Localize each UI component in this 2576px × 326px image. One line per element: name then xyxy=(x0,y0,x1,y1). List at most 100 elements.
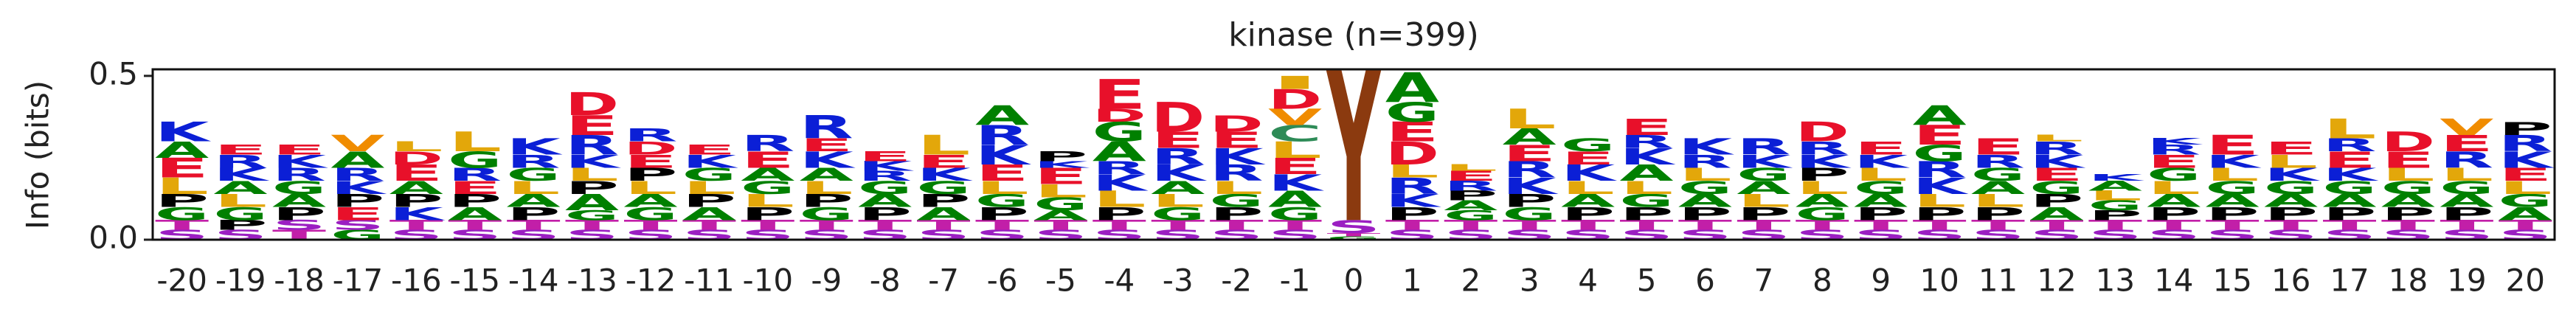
logo-letter: G xyxy=(1561,134,1615,156)
logo-letter: R xyxy=(1971,150,2025,172)
logo-letter: L xyxy=(1444,163,1498,173)
logo-letter: D xyxy=(389,148,443,169)
logo-letter: E xyxy=(330,204,384,225)
logo-letter: P xyxy=(2381,204,2435,225)
logo-letter: E xyxy=(800,134,854,156)
x-tick-label: 2 xyxy=(1461,263,1481,299)
logo-letter: E xyxy=(975,161,1029,187)
logo-letter: L xyxy=(2088,188,2142,204)
logo-letter: S xyxy=(330,218,384,233)
logo-letter: L xyxy=(623,177,677,198)
logo-letter: T xyxy=(800,218,856,233)
logo-letter: R xyxy=(858,169,912,184)
logo-letter: K xyxy=(2206,150,2262,172)
logo-letter: A xyxy=(1971,177,2026,198)
logo-letter: R xyxy=(1913,157,1967,183)
logo-letter: K xyxy=(975,139,1031,171)
logo-letter: G xyxy=(741,177,794,198)
logo-letter: E xyxy=(682,142,736,158)
logo-letter: G xyxy=(1210,190,1264,212)
x-tick-label: 11 xyxy=(1978,263,2018,299)
logo-letter: T xyxy=(1678,218,1734,233)
logo-letter: T xyxy=(1385,218,1441,233)
logo-letter: T xyxy=(448,218,504,233)
logo-letter: G xyxy=(448,148,502,173)
plot-frame xyxy=(151,68,2556,241)
logo-letter: A xyxy=(1151,177,1205,198)
logo-letter: E xyxy=(741,148,794,173)
logo-letter: L xyxy=(507,177,561,198)
logo-letter: T xyxy=(389,218,446,233)
logo-letter: E xyxy=(917,150,971,172)
x-tick-label: 12 xyxy=(2037,263,2076,299)
logo-letter: A xyxy=(1444,198,1498,214)
logo-letter: G xyxy=(272,177,326,198)
logo-letter: L xyxy=(1268,138,1322,164)
logo-letter: E xyxy=(1503,141,1557,167)
logo-letter: L xyxy=(682,177,736,198)
logo-letter: R xyxy=(1210,161,1264,187)
logo-letter: E xyxy=(2323,148,2377,173)
logo-letter: P xyxy=(1854,204,1908,225)
logo-letter: G xyxy=(1971,164,2025,185)
logo-letter: L xyxy=(800,177,854,198)
logo-letter: G xyxy=(1737,164,1790,185)
logo-letter: T xyxy=(623,218,679,233)
logo-letter: R xyxy=(1620,131,1674,153)
logo-letter: G xyxy=(214,204,268,225)
logo-letter: G xyxy=(2440,177,2493,198)
y-tick-label: 0.0 xyxy=(89,220,138,256)
logo-letter: R xyxy=(1151,144,1205,170)
logo-letter: K xyxy=(1268,170,1325,196)
x-tick-label: 7 xyxy=(1754,263,1774,299)
logo-letter: A xyxy=(1093,136,1147,168)
logo-letter: A xyxy=(2264,190,2319,212)
logo-letter: A xyxy=(330,148,385,173)
logo-letter: P xyxy=(1796,164,1849,185)
logo-letter: L xyxy=(2499,177,2552,198)
logo-letter: P xyxy=(2029,190,2083,212)
logo-letter: A xyxy=(2381,190,2436,212)
logo-letter: T xyxy=(1796,218,1852,233)
logo-letter: P xyxy=(507,204,561,225)
logo-letter: P xyxy=(1620,204,1674,225)
logo-letter: D xyxy=(1210,111,1264,137)
x-tick-label: 1 xyxy=(1402,263,1422,299)
logo-letter: A xyxy=(1913,100,1967,132)
logo-letter: R xyxy=(1678,150,1732,172)
logo-letter: G xyxy=(2147,164,2201,185)
logo-letter: A xyxy=(2029,204,2084,225)
logo-letter: P xyxy=(2499,118,2552,139)
x-tick-label: 19 xyxy=(2447,263,2486,299)
logo-letter: R xyxy=(272,164,326,185)
logo-letter: R xyxy=(2029,138,2083,159)
logo-letter: L xyxy=(565,164,619,185)
logo-letter: E xyxy=(623,150,677,172)
logo-letter: G xyxy=(155,204,209,225)
logo-letter: K xyxy=(917,164,974,185)
x-tick-label: 5 xyxy=(1637,263,1657,299)
logo-letter: A xyxy=(2206,190,2260,212)
logo-letter: L xyxy=(1737,190,1790,212)
logo-letter: K xyxy=(1093,170,1149,196)
logo-letter: K xyxy=(155,117,211,148)
logo-letter: P xyxy=(389,190,443,212)
logo-letter: P xyxy=(155,190,209,212)
logo-letter: K xyxy=(1033,159,1090,170)
logo-letter: R xyxy=(1503,157,1557,183)
logo-letter: R xyxy=(214,150,268,172)
x-tick-label: -13 xyxy=(567,263,617,299)
logo-letter: E xyxy=(1093,72,1146,119)
logo-letter: L xyxy=(1971,190,2025,212)
logo-letter: A xyxy=(389,177,444,198)
x-tick-label: 3 xyxy=(1520,263,1540,299)
logo-letter: D xyxy=(623,138,677,159)
logo-letter: L xyxy=(2264,150,2318,172)
logo-letter: A xyxy=(155,138,210,164)
logo-letter: T xyxy=(2381,218,2437,233)
logo-letter: E xyxy=(155,153,209,184)
logo-letter: G xyxy=(1268,204,1322,225)
logo-letter: L xyxy=(1796,177,1849,198)
